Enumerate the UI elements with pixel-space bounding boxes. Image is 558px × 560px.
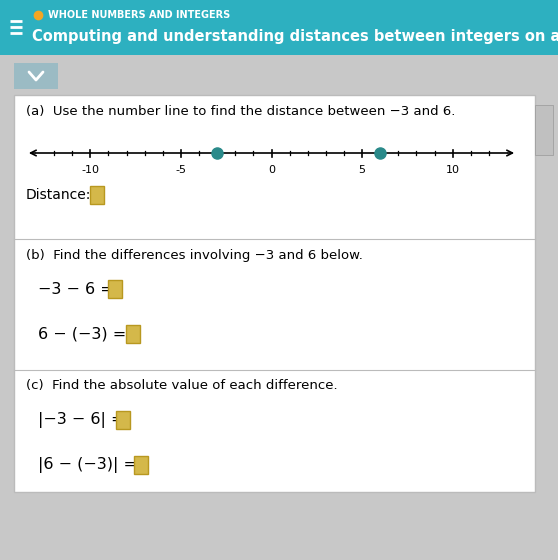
- Bar: [14, 95, 535, 492]
- Bar: [108, 280, 122, 298]
- Text: -5: -5: [175, 165, 186, 175]
- Bar: [116, 411, 130, 429]
- Text: 6 − (−3) =: 6 − (−3) =: [38, 326, 126, 342]
- Text: WHOLE NUMBERS AND INTEGERS: WHOLE NUMBERS AND INTEGERS: [48, 10, 230, 20]
- Text: Distance:: Distance:: [26, 188, 92, 202]
- Text: -10: -10: [81, 165, 99, 175]
- Bar: [0, 0, 558, 55]
- Bar: [90, 186, 104, 204]
- Text: 5: 5: [359, 165, 365, 175]
- Bar: [535, 105, 553, 155]
- Text: −3 − 6 =: −3 − 6 =: [38, 282, 114, 296]
- Text: (c)  Find the absolute value of each difference.: (c) Find the absolute value of each diff…: [26, 380, 338, 393]
- Text: (a)  Use the number line to find the distance between −3 and 6.: (a) Use the number line to find the dist…: [26, 105, 455, 118]
- Bar: [14, 63, 58, 89]
- Text: |−3 − 6| =: |−3 − 6| =: [38, 412, 124, 428]
- Text: 10: 10: [446, 165, 460, 175]
- Text: 0: 0: [268, 165, 275, 175]
- Text: (b)  Find the differences involving −3 and 6 below.: (b) Find the differences involving −3 an…: [26, 249, 363, 262]
- Text: |6 − (−3)| =: |6 − (−3)| =: [38, 457, 137, 473]
- Text: Computing and understanding distances between integers on a...: Computing and understanding distances be…: [32, 30, 558, 44]
- Bar: [126, 325, 140, 343]
- Bar: [134, 456, 148, 474]
